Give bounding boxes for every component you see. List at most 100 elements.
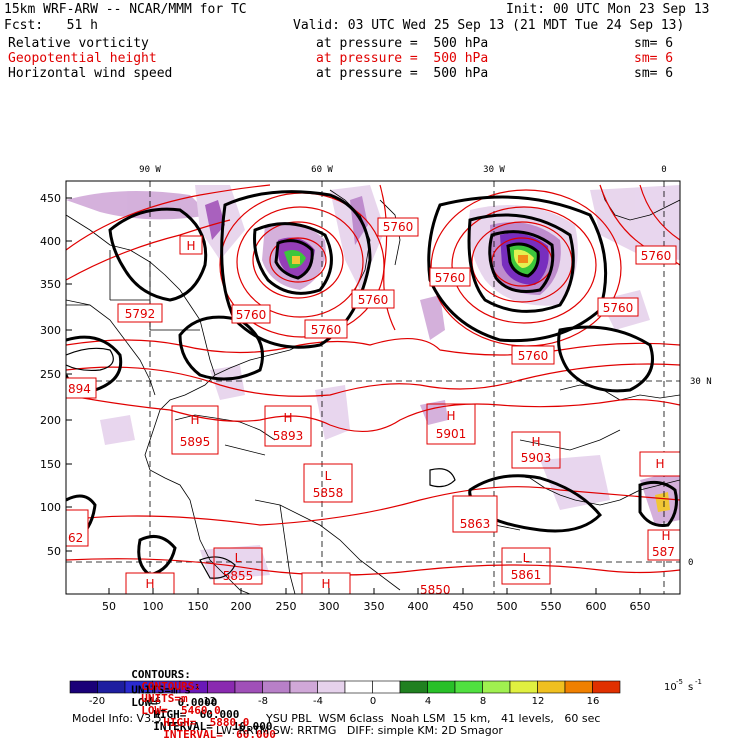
wind-speed-contours (66, 190, 678, 577)
high-mark: H (661, 529, 670, 543)
colorbar (69, 680, 621, 694)
field-level-wind: at pressure = 500 hPa (316, 66, 489, 81)
low-label: L (523, 551, 530, 565)
colorbar-label: -16 (145, 696, 161, 707)
x-tick-label: 600 (586, 600, 607, 613)
colorbar-cell (399, 680, 428, 694)
colorbar-units-exp2: -1 (695, 678, 702, 686)
colorbar-cell (509, 680, 538, 694)
field-level-geopotential: at pressure = 500 hPa (316, 51, 489, 66)
x-tick-label: 200 (231, 600, 252, 613)
contours-low: LOW= 5460.0 (141, 704, 221, 717)
field-smooth-vorticity: sm= 6 (634, 36, 674, 51)
colorbar-label: 12 (532, 696, 545, 707)
plot-area: H 5895 H 5893 H 5901 H 5903 L 5858 L 586… (66, 181, 680, 594)
colorbar-units-s: s (688, 682, 693, 693)
contour-label: 5760 (603, 301, 634, 315)
y-tick-label: 350 (40, 278, 61, 291)
contour-label: 5760 (311, 323, 342, 337)
lat-label-30n: 30 N (690, 377, 712, 387)
lon-label-30w: 30 W (483, 165, 505, 175)
contour-label: 5760 (383, 220, 414, 234)
wind-speed-minor (66, 347, 456, 579)
high-label: H (531, 435, 540, 449)
contours-prefix: CONTOURS: (131, 668, 191, 681)
contour-label: 5760 (358, 293, 389, 307)
x-tick-label: 650 (630, 600, 651, 613)
field-smooth-wind: sm= 6 (634, 66, 674, 81)
low-value: 5861 (511, 568, 542, 582)
colorbar-labels: -20 -16 -12 -8 -4 0 4 8 12 16 (89, 696, 600, 707)
x-tick-label: 450 (453, 600, 474, 613)
low-label: L (235, 551, 242, 565)
high-mark: H (145, 577, 154, 591)
y-tick-label: 50 (47, 545, 61, 558)
colorbar-units: 10 -5 s -1 (664, 678, 702, 693)
pressure-centers: H 5895 H 5893 H 5901 H 5903 L 5858 L 586… (66, 217, 680, 594)
colorbar-label: -12 (200, 696, 216, 707)
contours-interval: INTERVAL= 10.000 (153, 719, 273, 733)
y-tick-label: 450 (40, 192, 61, 205)
high-label: H (446, 409, 455, 423)
edge-label: 894 (68, 382, 91, 396)
x-tick-label: 400 (408, 600, 429, 613)
high-mark: H (655, 457, 664, 471)
high-label: H (283, 411, 292, 425)
colorbar-cell (592, 680, 621, 694)
init-time: Init: 00 UTC Mon 23 Sep 13 (506, 2, 710, 17)
colorbar-cell (344, 680, 373, 694)
y-tick-label: 100 (40, 501, 61, 514)
physics-info-1: YSU PBL WSM 6class Noah LSM 15 km, 41 le… (266, 712, 601, 725)
high-mark: H (321, 577, 330, 591)
contours-units: UNITS=m s (131, 683, 191, 697)
y-tick-label: 400 (40, 235, 61, 248)
contours-wind-info: CONTOURS: UNITS=m s-1 LOW= 0.0000 HIGH= … (118, 657, 272, 733)
model-info: Model Info: V3.5 (72, 712, 162, 725)
lat-label-0: 0 (688, 558, 693, 568)
colorbar-units-exp: -5 (676, 678, 683, 686)
lon-label-0: 0 (661, 165, 666, 175)
physics-info-2: LW: RRTM SW: RRTMG DIFF: simple KM: 2D S… (216, 724, 503, 737)
colorbar-cell (372, 680, 401, 694)
x-tick-label: 150 (188, 600, 209, 613)
x-tick-label: 50 (102, 600, 116, 613)
high-label: H (190, 413, 199, 427)
colorbar-label: 0 (370, 696, 376, 707)
edge-label: 62 (68, 531, 83, 545)
high-value: 5893 (273, 429, 304, 443)
contour-label: 5760 (518, 349, 549, 363)
colorbar-cell (537, 680, 566, 694)
contours-high: HIGH= 60.000 (153, 707, 240, 721)
field-name-wind: Horizontal wind speed (8, 66, 173, 81)
colorbar-label: 4 (425, 696, 431, 707)
forecast-hour: Fcst: 51 h (4, 18, 98, 33)
x-tick-labels: 50 100 150 200 250 300 350 400 450 500 5… (102, 600, 651, 613)
high-value: 5903 (521, 451, 552, 465)
x-tick-label: 550 (541, 600, 562, 613)
y-tick-label: 200 (40, 414, 61, 427)
contours-prefix: CONTOURS: (141, 680, 201, 693)
x-tick-label: 300 (319, 600, 340, 613)
axis-ticks (66, 197, 641, 594)
high-value: 5895 (180, 435, 211, 449)
lon-label-60w: 60 W (311, 165, 333, 175)
lon-label-90w: 90 W (139, 165, 161, 175)
colorbar-cell (69, 680, 98, 694)
colorbar-cell (564, 680, 593, 694)
field-level-vorticity: at pressure = 500 hPa (316, 36, 489, 51)
model-title: 15km WRF-ARW -- NCAR/MMM for TC (4, 2, 247, 17)
low-label: L (325, 469, 332, 483)
y-tick-label: 150 (40, 458, 61, 471)
x-tick-label: 100 (143, 600, 164, 613)
x-tick-label: 250 (276, 600, 297, 613)
colorbar-cell (427, 680, 456, 694)
x-tick-label: 350 (364, 600, 385, 613)
edge-label: 587 (652, 545, 675, 559)
contours-units: UNITS=m (141, 692, 188, 705)
low-value: 5855 (223, 569, 254, 583)
colorbar-label: 8 (480, 696, 486, 707)
y-tick-label: 250 (40, 368, 61, 381)
y-tick-labels: 450 400 350 300 250 200 150 100 50 (40, 192, 61, 558)
contour-label: 5760 (641, 249, 672, 263)
